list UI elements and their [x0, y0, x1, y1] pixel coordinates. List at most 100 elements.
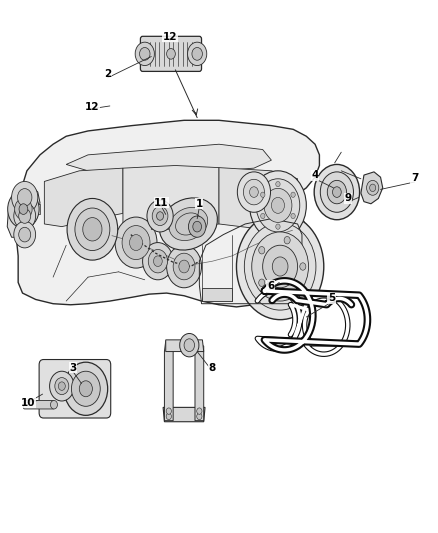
Circle shape [14, 221, 35, 248]
Circle shape [276, 224, 280, 229]
Circle shape [153, 256, 162, 266]
Text: 10: 10 [21, 398, 35, 408]
Circle shape [272, 197, 285, 213]
Circle shape [71, 371, 100, 406]
Circle shape [327, 180, 346, 204]
FancyBboxPatch shape [39, 360, 111, 418]
Circle shape [259, 279, 265, 286]
Circle shape [332, 187, 341, 197]
Text: 12: 12 [85, 102, 99, 112]
Circle shape [320, 172, 353, 212]
Circle shape [197, 408, 202, 414]
Circle shape [166, 245, 201, 288]
Text: 2: 2 [104, 69, 111, 79]
Text: 5: 5 [328, 293, 335, 303]
Circle shape [173, 253, 195, 280]
Circle shape [156, 212, 163, 220]
Circle shape [370, 184, 376, 191]
Circle shape [143, 243, 173, 280]
Circle shape [147, 200, 173, 232]
Circle shape [244, 223, 316, 310]
Circle shape [192, 47, 202, 60]
Circle shape [166, 49, 175, 59]
FancyBboxPatch shape [23, 400, 54, 409]
Circle shape [284, 289, 290, 296]
Circle shape [64, 362, 108, 415]
Circle shape [166, 413, 171, 419]
Polygon shape [164, 341, 173, 421]
Circle shape [19, 227, 31, 242]
Polygon shape [163, 407, 205, 422]
Circle shape [184, 339, 194, 352]
Circle shape [79, 381, 92, 397]
Circle shape [237, 172, 271, 212]
Circle shape [8, 190, 39, 228]
Circle shape [55, 377, 69, 394]
Circle shape [250, 171, 306, 240]
Circle shape [272, 257, 288, 276]
Polygon shape [219, 167, 297, 229]
Circle shape [18, 189, 32, 206]
Circle shape [188, 216, 206, 237]
Circle shape [263, 245, 297, 288]
Circle shape [197, 413, 202, 419]
Polygon shape [14, 120, 319, 307]
Text: 1: 1 [196, 199, 203, 209]
Circle shape [291, 192, 295, 197]
Circle shape [135, 42, 154, 66]
FancyBboxPatch shape [141, 36, 201, 71]
Circle shape [250, 187, 258, 197]
Circle shape [166, 408, 171, 414]
Circle shape [130, 235, 143, 251]
Circle shape [256, 179, 300, 232]
Circle shape [367, 180, 379, 195]
Ellipse shape [159, 198, 217, 250]
Circle shape [83, 217, 102, 241]
Circle shape [291, 213, 295, 219]
Circle shape [187, 42, 207, 66]
Polygon shape [166, 340, 204, 352]
Circle shape [193, 221, 201, 232]
Polygon shape [66, 144, 272, 173]
Circle shape [252, 232, 308, 301]
Circle shape [179, 260, 189, 273]
Ellipse shape [169, 207, 208, 240]
Circle shape [284, 237, 290, 244]
Circle shape [122, 225, 150, 260]
Circle shape [12, 181, 38, 213]
Circle shape [115, 217, 157, 268]
Text: 6: 6 [267, 281, 274, 290]
Circle shape [148, 249, 167, 273]
Text: 11: 11 [154, 198, 169, 208]
Polygon shape [18, 204, 40, 214]
Circle shape [314, 165, 360, 220]
Circle shape [152, 206, 168, 225]
Text: 3: 3 [69, 362, 76, 373]
Circle shape [14, 198, 32, 220]
Text: 8: 8 [209, 362, 216, 373]
Circle shape [67, 198, 118, 260]
Text: 7: 7 [411, 173, 418, 183]
Text: 9: 9 [344, 193, 351, 204]
Ellipse shape [176, 213, 201, 235]
Circle shape [19, 204, 28, 214]
Circle shape [58, 382, 65, 390]
Circle shape [300, 263, 306, 270]
Polygon shape [195, 341, 204, 421]
Circle shape [259, 247, 265, 254]
Polygon shape [201, 288, 232, 301]
Circle shape [49, 371, 74, 401]
Polygon shape [361, 172, 383, 204]
Circle shape [244, 179, 265, 205]
Polygon shape [44, 168, 123, 227]
Circle shape [50, 400, 57, 409]
Circle shape [140, 47, 150, 60]
Polygon shape [123, 165, 219, 228]
Circle shape [261, 213, 265, 219]
Circle shape [261, 192, 265, 197]
Polygon shape [151, 214, 170, 229]
Circle shape [19, 209, 31, 223]
Circle shape [75, 208, 110, 251]
Circle shape [180, 334, 199, 357]
Circle shape [237, 213, 324, 320]
